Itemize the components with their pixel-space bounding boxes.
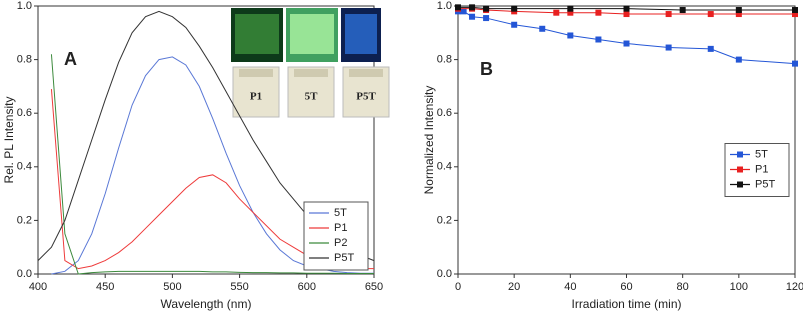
- marker: [707, 11, 714, 18]
- marker: [455, 4, 461, 11]
- x-axis-title: Wavelength (nm): [161, 297, 252, 311]
- marker: [595, 36, 602, 43]
- marker: [511, 21, 518, 28]
- x-tick-label: 20: [508, 281, 520, 293]
- marker: [567, 32, 574, 39]
- vial-cap: [294, 69, 328, 77]
- legend-label: 5T: [334, 207, 347, 219]
- marker: [735, 56, 742, 63]
- x-tick-label: 120: [786, 281, 803, 293]
- x-tick-label: 100: [730, 281, 748, 293]
- y-axis-title: Rel. PL Intensity: [2, 97, 16, 184]
- x-tick-label: 600: [298, 281, 316, 293]
- legend-marker: [737, 181, 743, 188]
- y-tick-label: 0.8: [17, 54, 32, 66]
- marker: [623, 5, 630, 12]
- marker: [483, 15, 490, 22]
- vial-cap: [239, 69, 273, 77]
- panel-label: B: [480, 59, 493, 79]
- marker: [679, 7, 686, 14]
- vial-label: 5T: [305, 91, 319, 103]
- x-tick-label: 550: [230, 281, 248, 293]
- inset-photo-glow: [345, 14, 377, 54]
- y-axis-title: Normalized Intensity: [422, 86, 436, 195]
- panel-label: A: [64, 49, 77, 69]
- x-tick-label: 80: [677, 281, 689, 293]
- plot-frame: [37, 5, 375, 275]
- x-tick-label: 400: [29, 281, 47, 293]
- legend-marker: [737, 166, 743, 173]
- vial-cap: [349, 69, 383, 77]
- marker: [567, 5, 574, 12]
- x-tick-label: 650: [365, 281, 383, 293]
- marker: [792, 11, 798, 18]
- legend-label: P1: [755, 163, 768, 175]
- y-tick-label: 0.6: [17, 107, 32, 119]
- marker: [539, 25, 546, 32]
- series-line: [50, 54, 374, 275]
- legend-label: P2: [334, 237, 347, 249]
- x-tick-label: 450: [96, 281, 114, 293]
- inset-photo-glow: [235, 14, 279, 54]
- x-tick-label: 40: [564, 281, 576, 293]
- marker: [553, 9, 560, 16]
- y-tick-label: 0.4: [437, 161, 452, 173]
- legend-label: P1: [334, 222, 347, 234]
- marker: [483, 5, 490, 12]
- x-axis-title: Irradiation time (min): [571, 297, 681, 311]
- marker: [665, 11, 672, 18]
- x-tick-label: 500: [163, 281, 181, 293]
- marker: [567, 9, 574, 16]
- x-tick-label: 60: [620, 281, 632, 293]
- marker: [460, 8, 467, 15]
- marker: [469, 13, 476, 20]
- y-tick-label: 1.0: [437, 0, 452, 12]
- marker: [735, 11, 742, 18]
- marker: [623, 40, 630, 47]
- marker: [792, 60, 798, 67]
- x-tick-label: 0: [455, 281, 461, 293]
- y-tick-label: 1.0: [17, 0, 32, 12]
- series-line: [458, 10, 796, 65]
- marker: [665, 44, 672, 51]
- vial-label: P5T: [356, 91, 376, 103]
- marker: [792, 7, 798, 14]
- marker: [735, 7, 742, 14]
- y-tick-label: 0.6: [437, 107, 452, 119]
- y-tick-label: 0.2: [437, 214, 452, 226]
- marker: [469, 4, 476, 11]
- y-tick-label: 0.0: [17, 268, 32, 280]
- y-tick-label: 0.0: [437, 268, 452, 280]
- y-tick-label: 0.2: [17, 214, 32, 226]
- marker: [707, 45, 714, 52]
- marker: [511, 5, 518, 12]
- legend-label: 5T: [755, 148, 768, 160]
- legend-label: P5T: [755, 178, 775, 190]
- marker: [623, 11, 630, 18]
- inset-photo-glow: [290, 14, 334, 54]
- marker: [595, 9, 602, 16]
- legend-marker: [737, 151, 743, 158]
- y-tick-label: 0.8: [437, 54, 452, 66]
- y-tick-label: 0.4: [17, 161, 32, 173]
- legend-label: P5T: [334, 252, 354, 264]
- vial-label: P1: [250, 91, 262, 103]
